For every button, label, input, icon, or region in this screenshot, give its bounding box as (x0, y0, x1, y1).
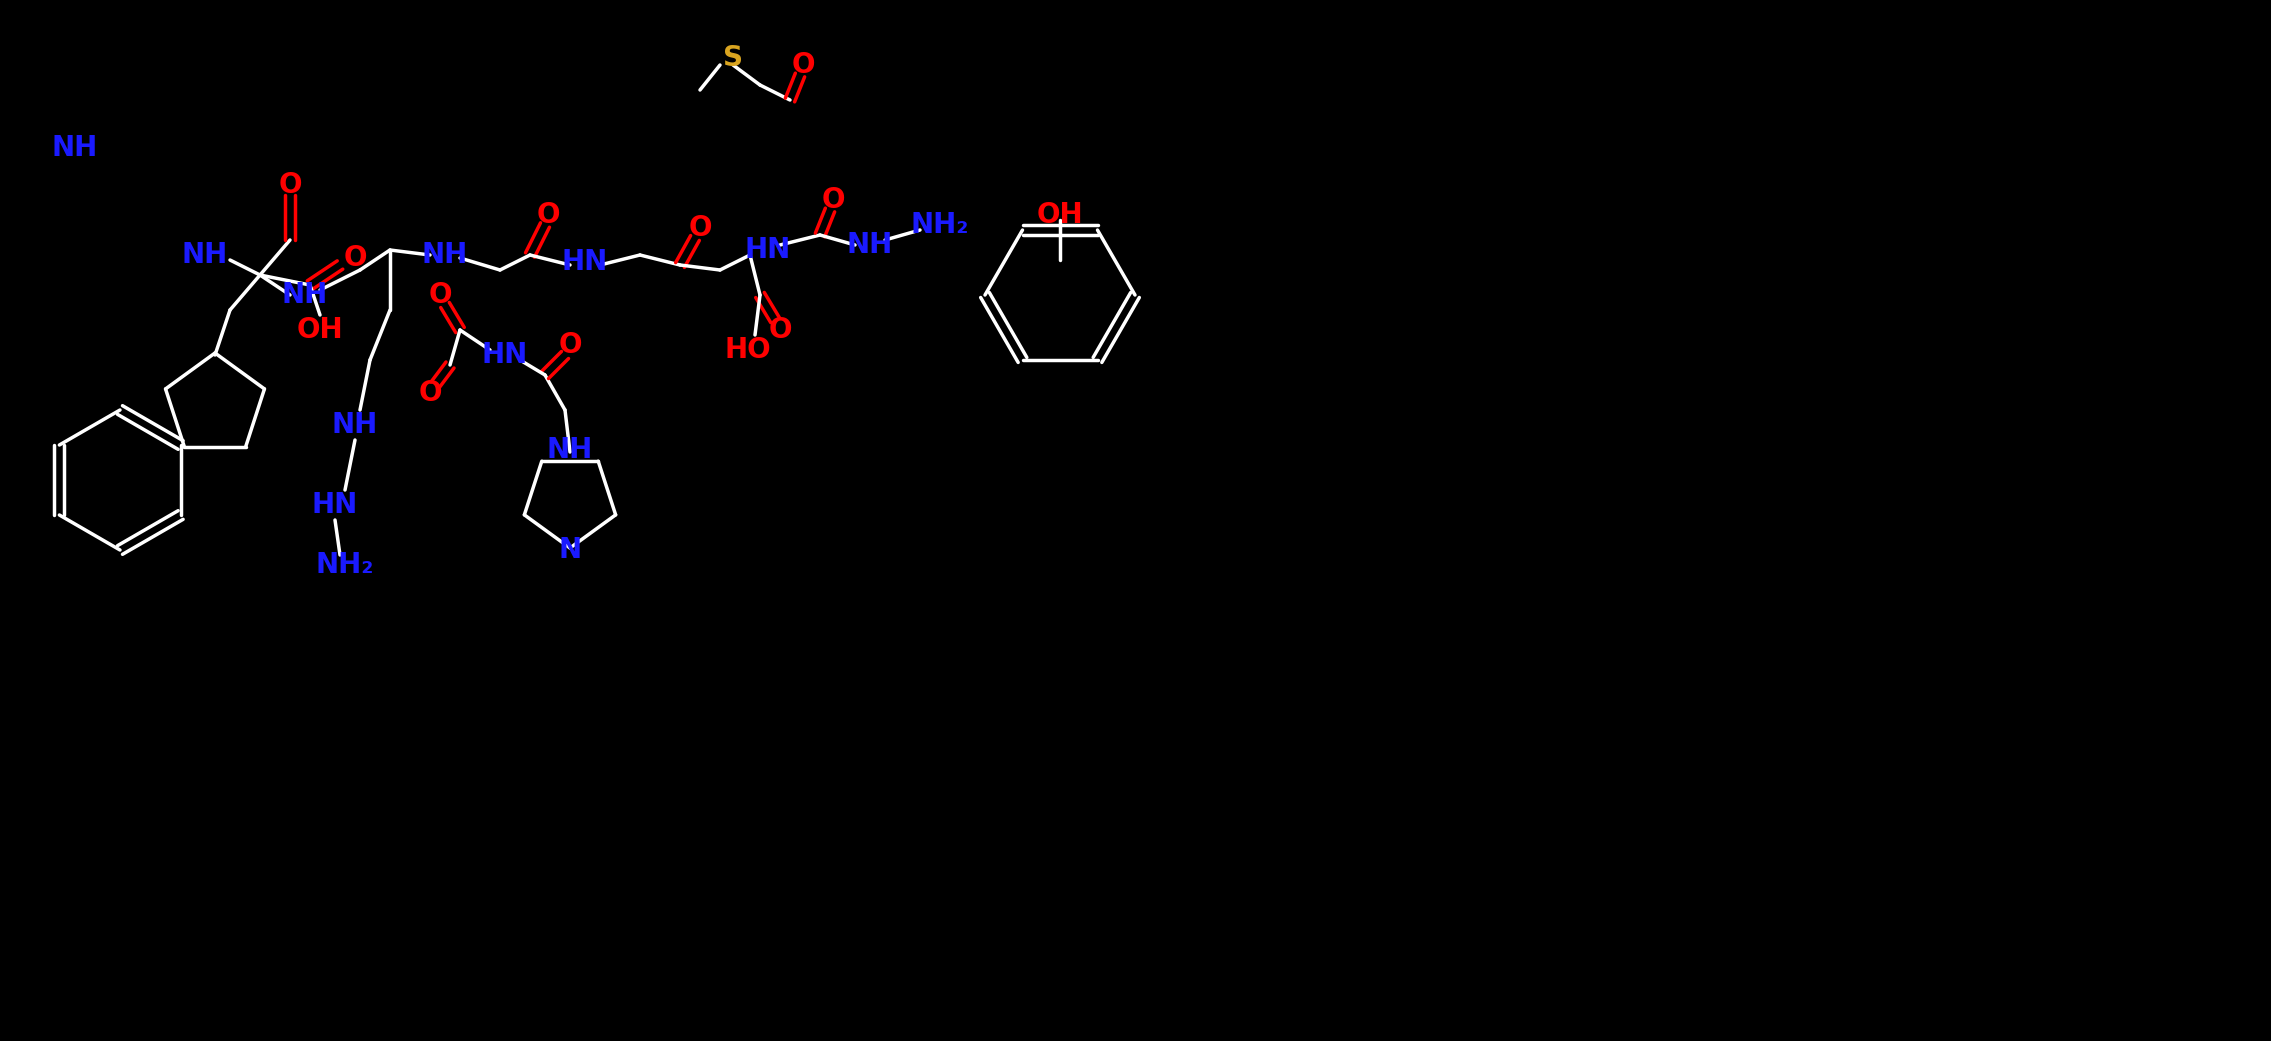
Text: NH: NH (282, 281, 327, 309)
Text: O: O (559, 331, 581, 359)
Text: O: O (279, 171, 302, 199)
Text: NH: NH (547, 436, 593, 464)
Text: NH: NH (182, 242, 227, 269)
Text: O: O (343, 244, 366, 272)
Text: NH: NH (332, 411, 379, 439)
Text: S: S (722, 44, 743, 72)
Text: NH₂: NH₂ (911, 211, 970, 239)
Text: O: O (790, 51, 815, 79)
Text: N: N (559, 536, 581, 564)
Text: HO: HO (724, 336, 772, 364)
Text: NH: NH (847, 231, 893, 259)
Text: NH: NH (422, 242, 468, 269)
Text: NH₂: NH₂ (316, 551, 375, 579)
Text: O: O (429, 281, 452, 309)
Text: O: O (688, 214, 711, 242)
Text: O: O (822, 186, 845, 214)
Text: O: O (536, 201, 559, 229)
Text: NH: NH (52, 134, 98, 162)
Text: OH: OH (1036, 201, 1083, 229)
Text: HN: HN (311, 491, 359, 519)
Text: OH: OH (298, 316, 343, 344)
Text: HN: HN (561, 248, 609, 276)
Text: O: O (768, 316, 793, 344)
Text: HN: HN (745, 236, 790, 264)
Text: O: O (418, 379, 443, 407)
Text: HN: HN (481, 341, 529, 369)
